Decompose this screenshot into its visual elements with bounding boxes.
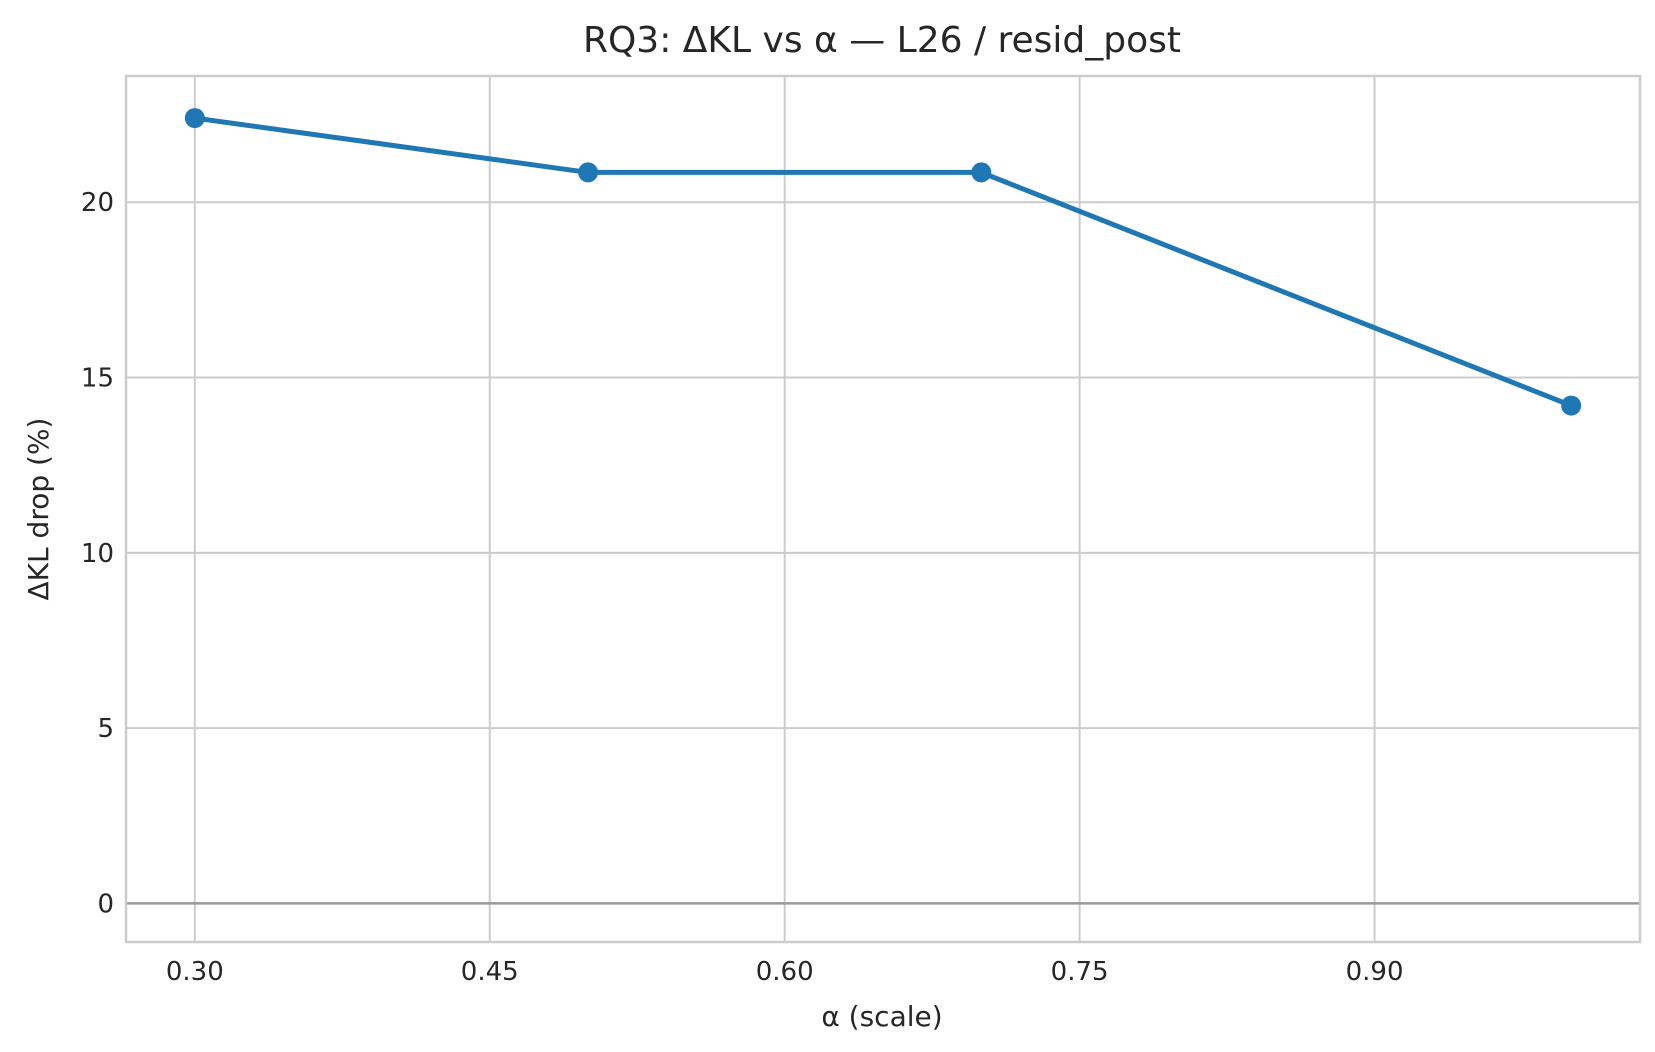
data-point-0 [184,108,205,129]
y-tick-label-1: 5 [97,714,114,744]
chart-title: RQ3: ΔKL vs α — L26 / resid_post [583,20,1181,61]
y-tick-label-0: 0 [97,889,114,919]
x-tick-label-3: 0.75 [1051,957,1109,987]
data-point-2 [971,162,992,183]
series-layer [184,108,1582,416]
data-point-3 [1561,395,1582,416]
x-tick-label-0: 0.30 [166,957,224,987]
series-line-0 [192,115,1574,409]
y-tick-label-4: 20 [81,188,114,218]
x-tick-label-4: 0.90 [1346,957,1404,987]
x-tick-label-1: 0.45 [461,957,519,987]
plot-frame [124,74,1642,944]
y-tick-labels: 0 5 10 15 20 [81,188,114,919]
x-tick-labels: 0.30 0.45 0.60 0.75 0.90 [166,957,1404,987]
y-tick-label-2: 10 [81,539,114,569]
y-tick-label-3: 15 [81,364,114,394]
data-point-1 [578,162,599,183]
x-axis-label: α (scale) [821,1000,942,1033]
y-axis-label: ΔKL drop (%) [22,418,55,601]
x-tick-label-2: 0.60 [756,957,814,987]
